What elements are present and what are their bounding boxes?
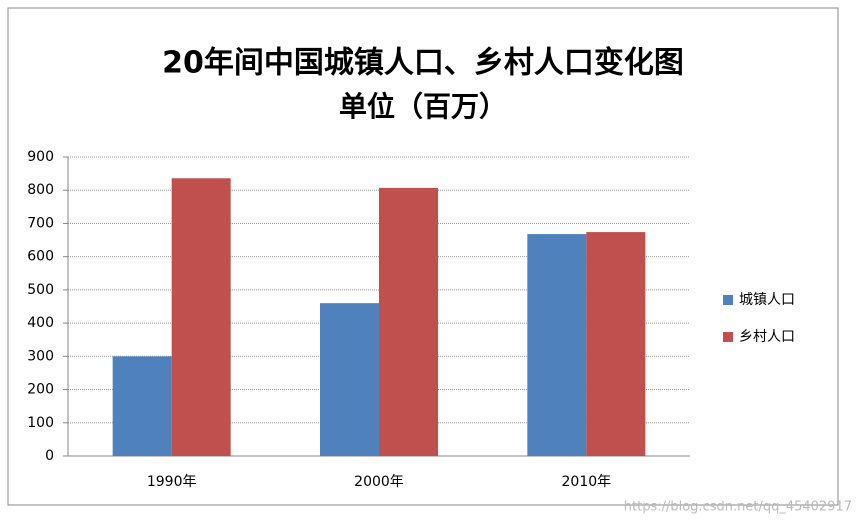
y-tick-label: 500 xyxy=(27,282,54,298)
y-tick-label: 700 xyxy=(27,215,54,231)
bar xyxy=(171,178,231,457)
y-tick-label: 900 xyxy=(27,149,54,165)
y-tick-label: 100 xyxy=(27,415,54,431)
y-tick-label: 600 xyxy=(27,249,54,265)
y-tick-label: 0 xyxy=(45,448,54,464)
bar xyxy=(112,356,172,456)
x-tick-label: 2000年 xyxy=(354,474,404,490)
watermark: https://blog.csdn.net/qq_45402917 xyxy=(624,500,852,515)
chart-title: 20年间中国城镇人口、乡村人口变化图 xyxy=(162,46,684,81)
bar xyxy=(586,232,646,456)
bar xyxy=(379,187,438,456)
x-tick-label: 1990年 xyxy=(147,474,197,490)
y-tick-label: 200 xyxy=(27,382,54,398)
bar xyxy=(527,234,587,456)
y-tick-label: 800 xyxy=(27,182,54,198)
legend-label: 城镇人口 xyxy=(739,292,795,308)
bar xyxy=(320,303,379,456)
y-tick-label: 300 xyxy=(27,348,54,364)
chart-subtitle: 单位（百万） xyxy=(339,90,507,123)
legend-swatch xyxy=(723,295,733,305)
x-tick-label: 2010年 xyxy=(562,474,612,490)
legend-swatch xyxy=(723,332,733,342)
legend-label: 乡村人口 xyxy=(739,329,795,345)
y-tick-label: 400 xyxy=(27,315,54,331)
